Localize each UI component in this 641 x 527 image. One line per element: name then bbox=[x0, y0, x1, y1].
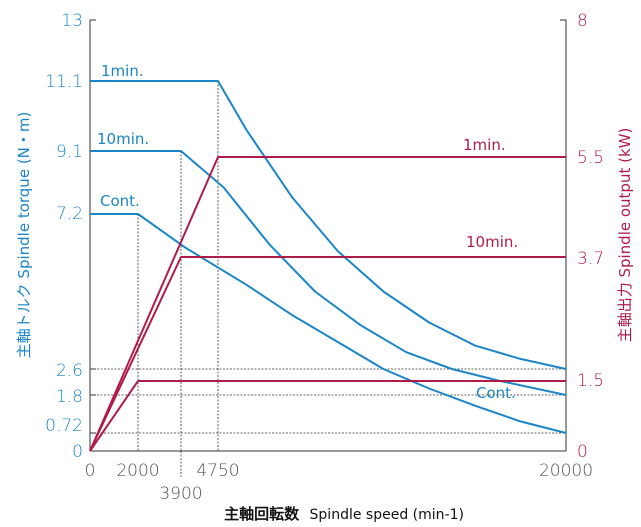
y-tick-right: 8 bbox=[577, 11, 588, 31]
torque-series-line-1 bbox=[90, 150, 567, 396]
power-series-line-5 bbox=[89, 380, 566, 452]
series-labels: 1min. 10min. Cont. 1min. 10min. Cont. bbox=[97, 62, 518, 402]
torque-cont-inline-label: Cont. bbox=[476, 384, 516, 402]
x-tick: 4750 bbox=[196, 461, 239, 481]
x-tick: 2000 bbox=[116, 461, 159, 481]
x-tick: 20000 bbox=[539, 461, 593, 481]
x-axis-title-ja: 主軸回転数 bbox=[224, 505, 300, 523]
y-axis-left-title: 主軸トルク Spindle torque (N・m) bbox=[15, 112, 33, 359]
x-axis-title-en: Spindle speed (min-1) bbox=[310, 507, 464, 523]
y-tick-right: 1.5 bbox=[577, 371, 604, 391]
torque-series-line-2 bbox=[90, 213, 567, 434]
x-tick: 0 bbox=[85, 461, 96, 481]
left-tick-labels: 13 11.1 9.1 7.2 2.6 1.8 0.72 0 bbox=[45, 11, 83, 462]
y-tick-left: 2.6 bbox=[56, 361, 83, 381]
y-tick-left: 9.1 bbox=[56, 142, 83, 162]
y-tick-left: 1.8 bbox=[56, 387, 83, 407]
torque-1min-label: 1min. bbox=[101, 62, 144, 80]
y-tick-left: 13 bbox=[61, 11, 83, 31]
torque-cont-label: Cont. bbox=[100, 192, 140, 210]
guide-lines bbox=[90, 81, 566, 477]
torque-series-line-0 bbox=[90, 80, 567, 370]
y-tick-right: 0 bbox=[577, 442, 588, 462]
y-tick-left: 11.1 bbox=[45, 72, 83, 92]
power-series-line-4 bbox=[89, 256, 566, 452]
power-1min-label: 1min. bbox=[463, 136, 506, 154]
y-tick-left: 0 bbox=[72, 442, 83, 462]
y-tick-left: 7.2 bbox=[56, 204, 83, 224]
torque-10min-label: 10min. bbox=[97, 130, 149, 148]
series-lines bbox=[89, 80, 567, 452]
y-axis-right-title: 主軸出力 Spindle output (kW) bbox=[616, 128, 634, 343]
x-axis-title: 主軸回転数 Spindle speed (min-1) bbox=[224, 505, 464, 523]
right-tick-labels: 8 5.5 3.7 1.5 0 bbox=[577, 11, 604, 462]
power-10min-label: 10min. bbox=[466, 233, 518, 251]
power-series-line-3 bbox=[89, 156, 566, 452]
x-tick-labels: 0 2000 3900 4750 20000 bbox=[85, 461, 593, 504]
y-tick-right: 3.7 bbox=[577, 249, 604, 269]
y-tick-right: 5.5 bbox=[577, 148, 604, 168]
y-tick-left: 0.72 bbox=[45, 416, 83, 436]
x-tick: 3900 bbox=[159, 484, 202, 504]
